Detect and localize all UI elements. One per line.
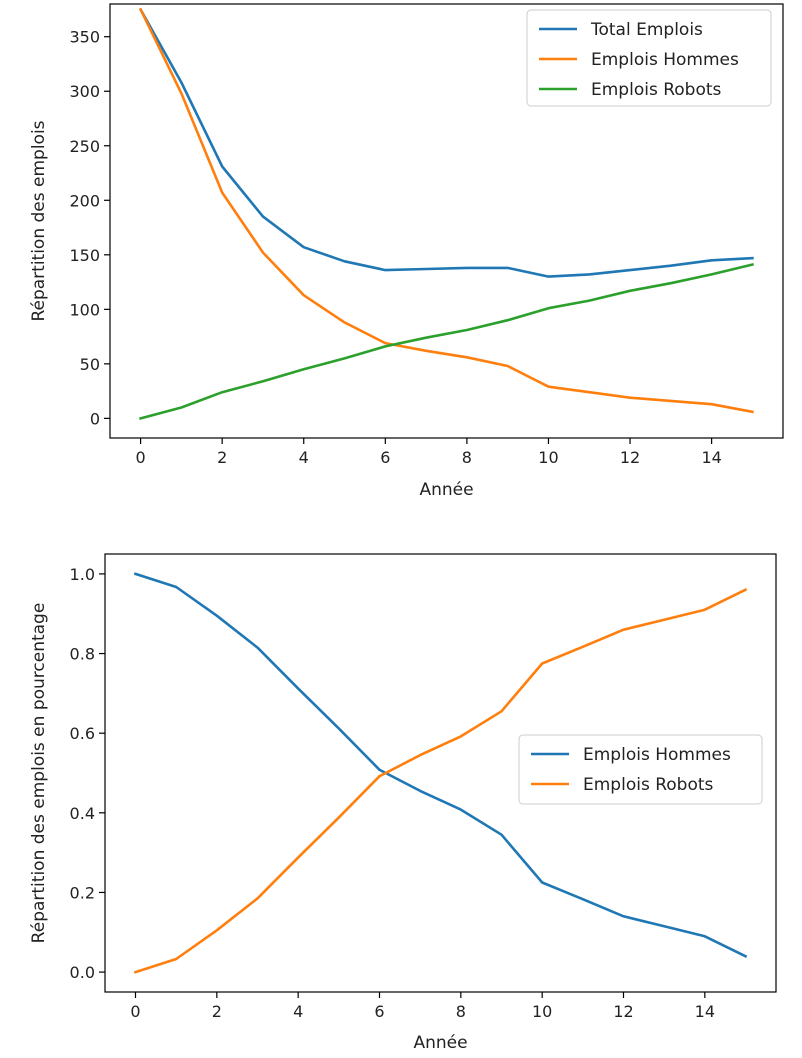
x-tick-label: 0 (130, 1002, 140, 1021)
x-tick-label: 4 (299, 448, 309, 467)
y-axis-label: Répartition des emplois (29, 120, 49, 321)
legend-label: Emplois Robots (583, 775, 714, 795)
y-tick-label: 150 (69, 246, 100, 265)
x-axis-label: Année (413, 1033, 467, 1053)
y-tick-label: 0.4 (70, 804, 95, 823)
legend (518, 734, 763, 805)
legend (526, 9, 772, 107)
series-line-1 (138, 7, 754, 414)
x-tick-label: 12 (613, 1002, 633, 1021)
x-tick-label: 14 (701, 448, 721, 467)
legend-label: Emplois Hommes (583, 745, 731, 765)
x-tick-label: 8 (462, 448, 472, 467)
x-tick-label: 2 (217, 448, 227, 467)
y-tick-label: 0.8 (70, 645, 95, 664)
x-tick-label: 8 (456, 1002, 466, 1021)
y-tick-label: 50 (80, 355, 100, 374)
y-tick-label: 0 (90, 409, 100, 428)
y-tick-label: 0.2 (70, 883, 95, 902)
y-tick-label: 300 (69, 82, 100, 101)
chart-employment-share: 0 2 4 6 8 10 12 14 0.0 0.2 0.4 0.6 0.8 1.0 Année Répart… (29, 553, 777, 1053)
y-tick-label: 100 (69, 300, 100, 319)
legend-label: Emplois Hommes (591, 50, 739, 70)
y-tick-label: 0.0 (70, 963, 95, 982)
y-axis-label: Répartition des emplois en pourcentage (29, 603, 49, 944)
x-tick-label: 2 (212, 1002, 222, 1021)
plot-frame (109, 3, 784, 439)
x-tick-label: 0 (135, 448, 145, 467)
series-line-0 (133, 572, 748, 958)
series-line-2 (139, 263, 754, 420)
plot-frame (104, 553, 777, 993)
x-tick-label: 6 (374, 1002, 384, 1021)
x-tick-label: 12 (620, 448, 640, 467)
legend-label: Emplois Robots (591, 80, 722, 100)
series-line-1 (133, 588, 748, 974)
chart-employment-counts: 0 2 4 6 8 10 12 14 0 50 100 150 200 250 300 350 Année Rép… (29, 3, 784, 500)
y-tick-label: 200 (69, 191, 100, 210)
y-tick-label: 250 (69, 137, 100, 156)
x-tick-label: 14 (695, 1002, 715, 1021)
y-tick-label: 0.6 (70, 724, 95, 743)
x-axis-label: Année (419, 480, 473, 500)
x-tick-label: 6 (380, 448, 390, 467)
y-tick-label: 350 (69, 28, 100, 47)
series-line-0 (138, 7, 754, 278)
x-tick-label: 4 (293, 1002, 303, 1021)
x-tick-label: 10 (538, 448, 558, 467)
x-tick-label: 10 (532, 1002, 552, 1021)
legend-label: Total Emplois (590, 20, 703, 40)
y-tick-label: 1.0 (70, 565, 95, 584)
